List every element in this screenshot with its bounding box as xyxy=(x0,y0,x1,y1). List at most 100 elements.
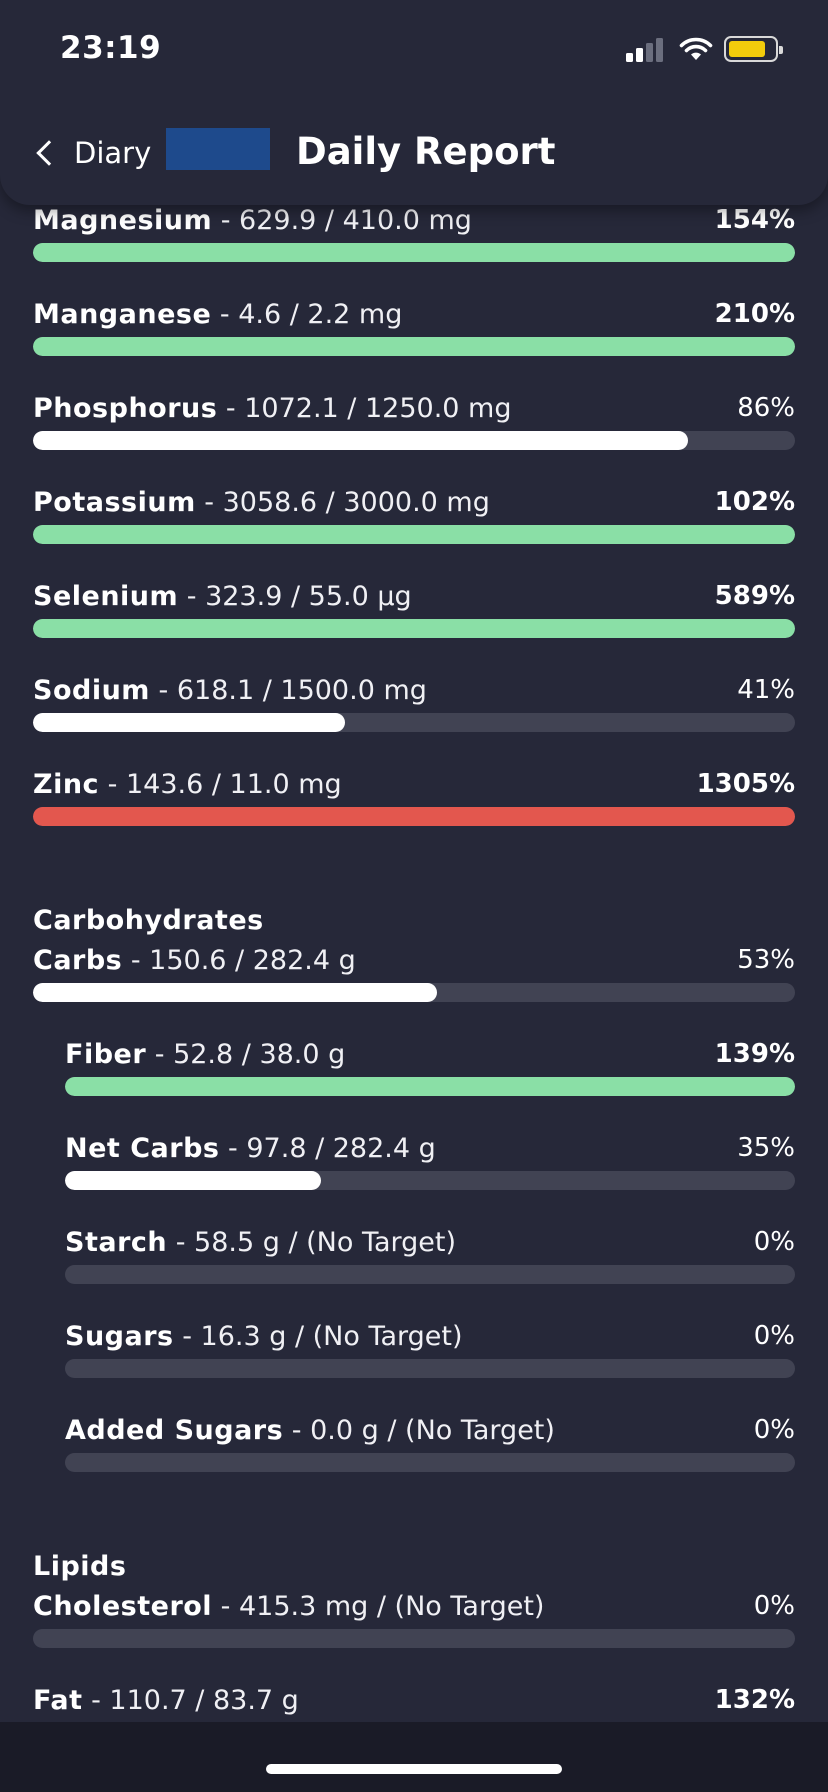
nutrient-label: Phosphorus - 1072.1 / 1250.0 mg xyxy=(33,393,511,424)
nutrient-amount: - 52.8 / 38.0 g xyxy=(146,1039,346,1070)
nutrient-label: Potassium - 3058.6 / 3000.0 mg xyxy=(33,487,490,518)
progress-bar xyxy=(33,525,795,544)
nutrient-label: Zinc - 143.6 / 11.0 mg xyxy=(33,769,342,800)
nutrient-name: Magnesium xyxy=(33,205,213,236)
back-label: Diary xyxy=(74,136,152,170)
progress-bar xyxy=(65,1453,795,1472)
nutrient-amount: - 1072.1 / 1250.0 mg xyxy=(217,393,512,424)
back-button[interactable]: Diary xyxy=(30,130,151,176)
nutrient-percent: 102% xyxy=(714,487,795,517)
nutrient-label: Starch - 58.5 g / (No Target) xyxy=(65,1227,456,1258)
nutrient-row[interactable]: Starch - 58.5 g / (No Target) 0% xyxy=(65,1227,795,1287)
nutrient-row[interactable]: Sodium - 618.1 / 1500.0 mg 41% xyxy=(33,675,795,735)
progress-fill xyxy=(33,713,346,732)
nutrient-percent: 53% xyxy=(737,945,795,975)
nutrient-percent: 589% xyxy=(714,581,795,611)
nutrient-name: Sugars xyxy=(65,1321,174,1352)
nutrient-percent: 0% xyxy=(753,1591,795,1621)
progress-bar xyxy=(65,1171,795,1190)
wifi-icon xyxy=(679,37,713,60)
nutrient-name: Zinc xyxy=(33,769,100,800)
status-time: 23:19 xyxy=(60,30,162,66)
chevron-left-icon xyxy=(36,140,62,166)
progress-fill xyxy=(33,983,437,1002)
nutrient-name: Carbs xyxy=(33,945,123,976)
nutrient-amount: - 0.0 g / (No Target) xyxy=(283,1415,555,1446)
nutrient-label: Net Carbs - 97.8 / 282.4 g xyxy=(65,1133,436,1164)
nutrient-row[interactable]: Manganese - 4.6 / 2.2 mg 210% xyxy=(33,299,795,359)
nutrient-row[interactable]: Fiber - 52.8 / 38.0 g 139% xyxy=(65,1039,795,1099)
nutrient-name: Potassium xyxy=(33,487,196,518)
nutrient-row[interactable]: Zinc - 143.6 / 11.0 mg 1305% xyxy=(33,769,795,829)
nutrient-percent: 210% xyxy=(714,299,795,329)
nutrient-row[interactable]: Magnesium - 629.9 / 410.0 mg 154% xyxy=(33,205,795,265)
nutrient-label: Added Sugars - 0.0 g / (No Target) xyxy=(65,1415,555,1446)
nutrient-label: Cholesterol - 415.3 mg / (No Target) xyxy=(33,1591,544,1622)
nutrient-percent: 41% xyxy=(737,675,795,705)
progress-bar xyxy=(33,431,795,450)
nutrient-amount: - 143.6 / 11.0 mg xyxy=(99,769,342,800)
nutrient-row[interactable]: Potassium - 3058.6 / 3000.0 mg 102% xyxy=(33,487,795,547)
nutrient-label: Magnesium - 629.9 / 410.0 mg xyxy=(33,205,472,236)
nutrient-percent: 35% xyxy=(737,1133,795,1163)
nutrient-name: Fat xyxy=(33,1685,83,1716)
nutrient-label: Carbs - 150.6 / 282.4 g xyxy=(33,945,356,976)
nutrient-amount: - 58.5 g / (No Target) xyxy=(167,1227,457,1258)
home-indicator[interactable] xyxy=(266,1764,562,1774)
nutrient-amount: - 323.9 / 55.0 µg xyxy=(178,581,412,612)
progress-bar xyxy=(65,1359,795,1378)
progress-fill xyxy=(33,525,795,544)
nutrient-percent: 86% xyxy=(737,393,795,423)
section-title: Carbohydrates xyxy=(33,905,264,936)
progress-fill xyxy=(33,243,795,262)
nutrient-percent: 0% xyxy=(753,1321,795,1351)
progress-fill xyxy=(33,619,795,638)
nutrient-label: Fat - 110.7 / 83.7 g xyxy=(33,1685,299,1716)
nutrient-name: Net Carbs xyxy=(65,1133,220,1164)
nutrient-row[interactable]: Carbs - 150.6 / 282.4 g 53% xyxy=(33,945,795,1005)
nutrient-label: Fiber - 52.8 / 38.0 g xyxy=(65,1039,345,1070)
nutrient-row[interactable]: Cholesterol - 415.3 mg / (No Target) 0% xyxy=(33,1591,795,1651)
nutrient-percent: 139% xyxy=(714,1039,795,1069)
progress-fill xyxy=(33,807,795,826)
nutrient-row[interactable]: Fat - 110.7 / 83.7 g 132% xyxy=(33,1685,795,1722)
progress-bar xyxy=(33,807,795,826)
home-bar-area xyxy=(0,1722,828,1792)
report-content[interactable]: Magnesium - 629.9 / 410.0 mg 154% Manganes… xyxy=(0,205,828,1722)
progress-bar xyxy=(65,1077,795,1096)
progress-bar xyxy=(33,713,795,732)
nutrient-amount: - 4.6 / 2.2 mg xyxy=(211,299,403,330)
nutrient-amount: - 618.1 / 1500.0 mg xyxy=(149,675,427,706)
page-title: Daily Report xyxy=(296,130,556,173)
progress-fill xyxy=(33,431,689,450)
nutrient-name: Added Sugars xyxy=(65,1415,284,1446)
nutrient-amount: - 3058.6 / 3000.0 mg xyxy=(195,487,490,518)
nutrient-row[interactable]: Net Carbs - 97.8 / 282.4 g 35% xyxy=(65,1133,795,1193)
nutrient-amount: - 97.8 / 282.4 g xyxy=(219,1133,436,1164)
nutrient-amount: - 110.7 / 83.7 g xyxy=(82,1685,299,1716)
nutrient-name: Manganese xyxy=(33,299,212,330)
nutrient-row[interactable]: Sugars - 16.3 g / (No Target) 0% xyxy=(65,1321,795,1381)
nutrient-row[interactable]: Phosphorus - 1072.1 / 1250.0 mg 86% xyxy=(33,393,795,453)
progress-fill xyxy=(65,1171,321,1190)
progress-bar xyxy=(33,243,795,262)
nutrient-amount: - 415.3 mg / (No Target) xyxy=(212,1591,545,1622)
progress-bar xyxy=(33,1629,795,1648)
navigation-header: 23:19 Diary Daily Report xyxy=(0,0,828,205)
progress-bar xyxy=(33,983,795,1002)
nutrient-percent: 0% xyxy=(753,1415,795,1445)
nutrient-amount: - 150.6 / 282.4 g xyxy=(122,945,356,976)
nutrient-row[interactable]: Selenium - 323.9 / 55.0 µg 589% xyxy=(33,581,795,641)
section-title: Lipids xyxy=(33,1551,127,1582)
nutrient-percent: 154% xyxy=(714,205,795,235)
nutrient-label: Sugars - 16.3 g / (No Target) xyxy=(65,1321,463,1352)
progress-fill xyxy=(33,337,795,356)
nutrient-amount: - 16.3 g / (No Target) xyxy=(173,1321,463,1352)
nutrient-amount: - 629.9 / 410.0 mg xyxy=(212,205,472,236)
nutrient-name: Selenium xyxy=(33,581,179,612)
nutrient-percent: 132% xyxy=(714,1685,795,1715)
redacted-block xyxy=(166,128,270,170)
progress-fill xyxy=(65,1077,795,1096)
nutrient-label: Selenium - 323.9 / 55.0 µg xyxy=(33,581,412,612)
nutrient-row[interactable]: Added Sugars - 0.0 g / (No Target) 0% xyxy=(65,1415,795,1475)
